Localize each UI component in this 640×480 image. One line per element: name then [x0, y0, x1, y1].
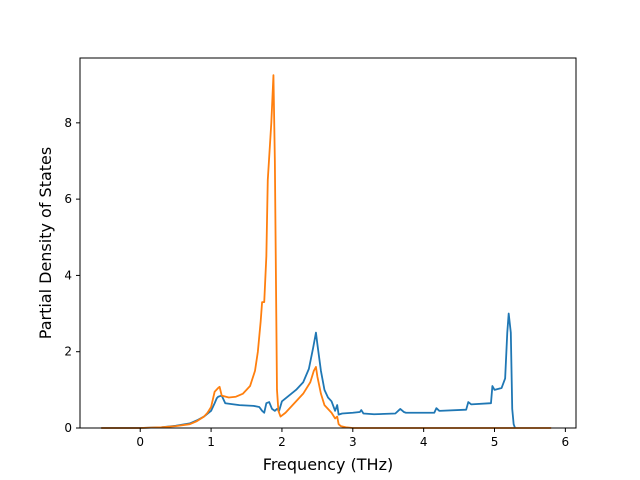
series-layer [101, 74, 552, 429]
x-tick-label: 2 [278, 435, 286, 449]
plot-frame [79, 57, 577, 429]
y-axis-ticks: 0 2 4 6 8 [64, 116, 80, 435]
y-tick-label: 2 [64, 345, 72, 359]
x-tick-label: 4 [420, 435, 428, 449]
y-tick-label: 8 [64, 116, 72, 130]
x-tick-label: 5 [491, 435, 499, 449]
y-tick-label: 6 [64, 192, 72, 206]
plot-area [80, 58, 576, 428]
x-tick-label: 0 [136, 435, 144, 449]
y-tick-label: 4 [64, 268, 72, 282]
x-axis-ticks: 0 1 2 3 4 5 6 [136, 428, 569, 449]
x-tick-label: 1 [207, 435, 215, 449]
x-tick-label: 6 [562, 435, 570, 449]
x-axis-label: Frequency (THz) [263, 455, 393, 474]
x-tick-label: 3 [349, 435, 357, 449]
y-axis-label: Partial Density of States [36, 147, 55, 339]
series-line-2 [101, 74, 552, 429]
y-tick-label: 0 [64, 421, 72, 435]
